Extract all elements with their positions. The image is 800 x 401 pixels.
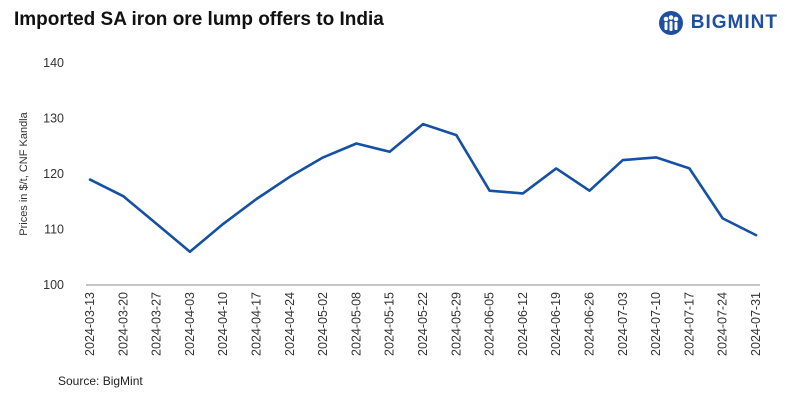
- y-tick-label: 140: [43, 56, 64, 70]
- y-axis-label: Prices in $/t, CNF Kandla: [18, 111, 30, 235]
- x-tick-label: 2024-05-29: [449, 292, 463, 356]
- x-tick-label: 2024-05-15: [383, 292, 397, 356]
- x-tick-label: 2024-04-24: [283, 292, 297, 356]
- x-tick-label: 2024-04-03: [183, 292, 197, 356]
- y-tick-label: 110: [44, 223, 64, 237]
- x-tick-label: 2024-07-24: [716, 292, 730, 356]
- x-tick-label: 2024-07-03: [616, 292, 630, 356]
- x-tick-label: 2024-05-02: [316, 292, 330, 356]
- x-tick-label: 2024-03-27: [150, 292, 164, 356]
- bigmint-logo-icon: [658, 11, 683, 35]
- source-note: Source: BigMint: [58, 374, 143, 388]
- x-tick-label: 2024-03-13: [83, 292, 97, 356]
- x-tick-label: 2024-06-19: [549, 292, 563, 356]
- x-tick-label: 2024-05-22: [416, 292, 430, 356]
- brand-logo: BIGMINT: [658, 10, 778, 36]
- x-tick-label: 2024-06-26: [583, 292, 597, 356]
- x-tick-label: 2024-06-05: [483, 292, 497, 356]
- y-tick-label: 120: [43, 167, 64, 181]
- x-tick-label: 2024-04-10: [216, 292, 230, 356]
- x-tick-label: 2024-07-31: [749, 292, 763, 356]
- x-tick-label: 2024-06-12: [516, 292, 530, 356]
- x-tick-label: 2024-05-08: [349, 292, 363, 356]
- x-tick-label: 2024-04-17: [250, 292, 264, 356]
- series-line: [88, 122, 758, 253]
- y-tick-label: 130: [43, 112, 64, 126]
- chart-title: Imported SA iron ore lump offers to Indi…: [14, 9, 384, 30]
- y-tick-label: 100: [43, 278, 64, 292]
- x-tick-label: 2024-07-10: [649, 292, 663, 356]
- brand-name: BIGMINT: [690, 12, 778, 33]
- x-tick-label: 2024-07-17: [682, 292, 696, 356]
- x-tick-label: 2024-03-20: [116, 292, 130, 356]
